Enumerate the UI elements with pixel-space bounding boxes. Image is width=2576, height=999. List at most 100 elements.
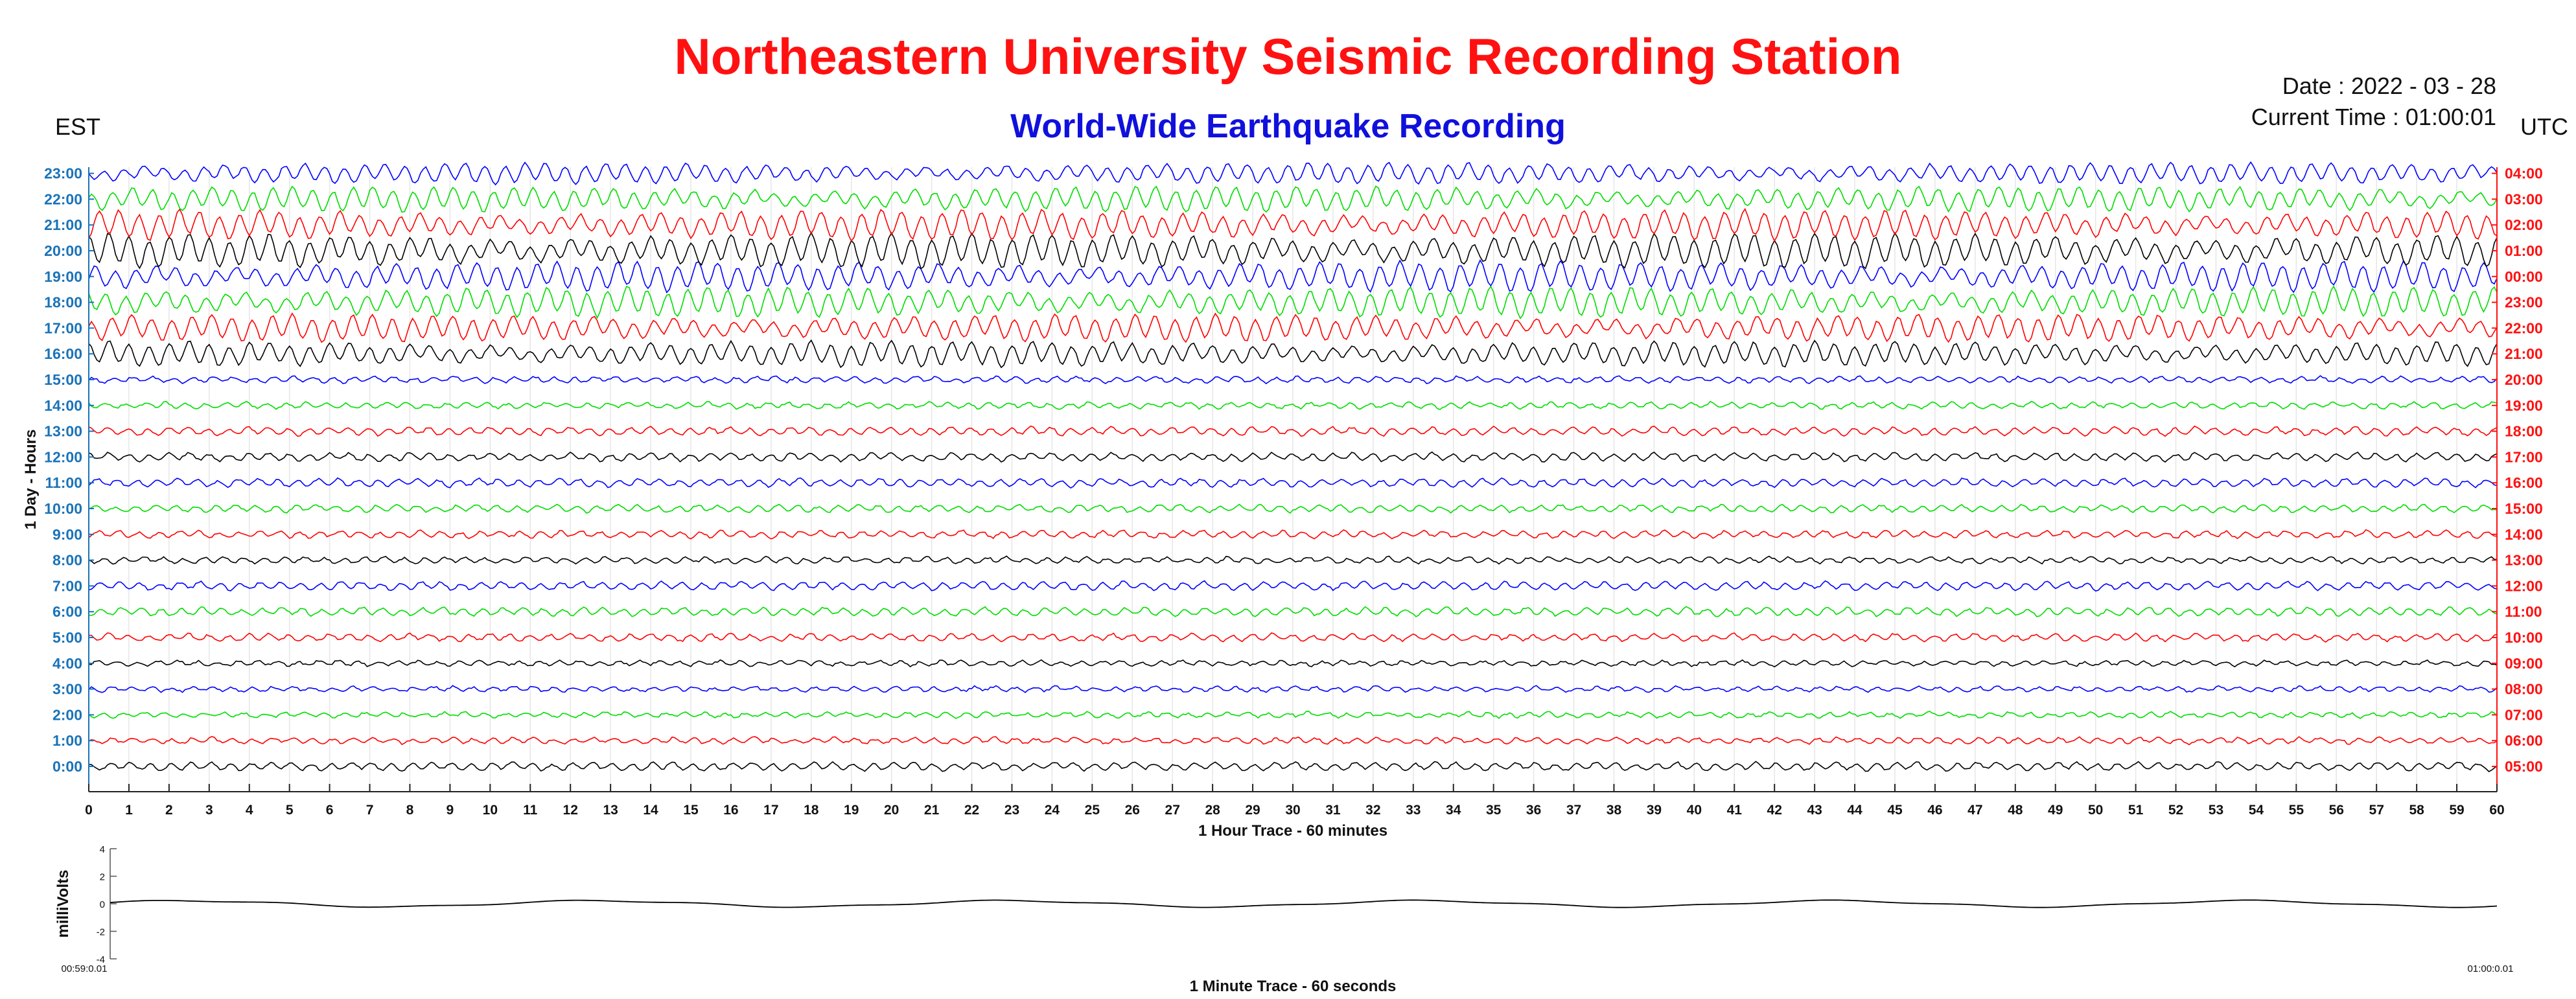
trace-line xyxy=(88,258,2498,294)
x-tick-label: 32 xyxy=(1365,803,1380,818)
utc-hour-label: 01:00 xyxy=(2505,242,2543,259)
est-hour-label: 22:00 xyxy=(44,190,82,207)
trace-line xyxy=(88,529,2498,540)
helicorder-traces xyxy=(88,161,2498,772)
page-title: Northeastern University Seismic Recordin… xyxy=(674,28,1902,85)
est-hour-labels: 0:00 1:00 2:00 3:00 4:00 5:00 6:00 7:00 8:00 9:00… xyxy=(44,165,94,775)
x-tick-label: 18 xyxy=(804,803,819,818)
x-tick-label: 30 xyxy=(1285,803,1300,818)
x-tick-label: 7 xyxy=(366,803,374,818)
x-tick-label: 46 xyxy=(1927,803,1942,818)
x-tick-label: 45 xyxy=(1887,803,1903,818)
utc-hour-label: 08:00 xyxy=(2505,681,2543,698)
utc-hour-label: 09:00 xyxy=(2505,655,2543,672)
x-tick-label: 44 xyxy=(1847,803,1862,818)
utc-hour-label: 16:00 xyxy=(2505,474,2543,491)
x-tick-label: 49 xyxy=(2048,803,2063,818)
est-hour-label: 12:00 xyxy=(44,448,82,465)
utc-hour-label: 18:00 xyxy=(2505,423,2543,440)
trace-line xyxy=(88,285,2498,319)
est-hour-label: 5:00 xyxy=(52,629,82,646)
utc-hour-label: 06:00 xyxy=(2505,732,2543,749)
minute-trace-y-axis-title: milliVolts xyxy=(54,870,72,938)
trace-line xyxy=(88,659,2498,668)
trace-line xyxy=(88,761,2498,772)
x-tick-label: 26 xyxy=(1125,803,1140,818)
x-tick-label: 57 xyxy=(2369,803,2384,818)
est-hour-label: 13:00 xyxy=(44,423,82,440)
x-tick-label: 12 xyxy=(563,803,578,818)
trace-line xyxy=(88,185,2498,213)
x-tick-label: 37 xyxy=(1566,803,1581,818)
x-tick-label: 22 xyxy=(964,803,979,818)
minute-trace-panel: 4 2 0 -2 -4 xyxy=(97,844,2498,965)
x-tick-label: 50 xyxy=(2088,803,2103,818)
est-hour-label: 4:00 xyxy=(52,655,82,672)
x-tick-label: 4 xyxy=(246,803,253,818)
helicorder-y-axis-title: 1 Day - Hours xyxy=(22,430,40,530)
est-hour-label: 8:00 xyxy=(52,552,82,569)
trace-line xyxy=(88,685,2498,693)
trace-line xyxy=(88,374,2498,385)
trace-line xyxy=(88,425,2498,437)
x-tick-label: 10 xyxy=(483,803,498,818)
x-tick-label: 1 xyxy=(125,803,133,818)
x-tick-label: 0 xyxy=(85,803,93,818)
est-hour-label: 7:00 xyxy=(52,577,82,594)
x-tick-label: 43 xyxy=(1807,803,1822,818)
est-hour-label: 11:00 xyxy=(45,474,82,491)
est-hour-label: 0:00 xyxy=(52,758,82,775)
utc-timezone-label: UTC xyxy=(2520,113,2568,140)
utc-hour-label: 02:00 xyxy=(2505,216,2543,233)
x-tick-label: 8 xyxy=(406,803,414,818)
utc-hour-label: 14:00 xyxy=(2505,526,2543,543)
utc-hour-label: 22:00 xyxy=(2505,319,2543,336)
est-timezone-label: EST xyxy=(55,113,101,140)
utc-hour-label: 20:00 xyxy=(2505,371,2543,388)
trace-line xyxy=(88,477,2498,489)
utc-hour-label: 07:00 xyxy=(2505,706,2543,723)
x-tick-label: 27 xyxy=(1165,803,1180,818)
minute-y-tick-label: 2 xyxy=(100,872,105,883)
utc-hour-label: 17:00 xyxy=(2505,448,2543,465)
est-hour-label: 3:00 xyxy=(52,681,82,698)
x-tick-label: 33 xyxy=(1406,803,1421,818)
est-hour-label: 6:00 xyxy=(52,603,82,620)
x-tick-label: 54 xyxy=(2249,803,2264,818)
x-tick-label: 5 xyxy=(286,803,294,818)
est-hour-label: 23:00 xyxy=(44,165,82,182)
x-tick-label: 59 xyxy=(2449,803,2464,818)
x-tick-label: 36 xyxy=(1526,803,1541,818)
x-tick-label: 38 xyxy=(1607,803,1622,818)
est-hour-label: 9:00 xyxy=(52,526,82,543)
x-tick-label: 42 xyxy=(1767,803,1782,818)
x-tick-label: 24 xyxy=(1045,803,1060,818)
est-hour-label: 18:00 xyxy=(44,294,82,311)
utc-hour-labels: 05:00 06:00 07:00 08:00 09:00 10:00 11:00 12:00… xyxy=(2492,165,2543,775)
x-tick-label: 58 xyxy=(2409,803,2424,818)
x-tick-label: 3 xyxy=(205,803,213,818)
x-tick-label: 60 xyxy=(2489,803,2504,818)
x-tick-label: 6 xyxy=(326,803,334,818)
x-tick-label: 29 xyxy=(1245,803,1260,818)
x-tick-label: 2 xyxy=(165,803,173,818)
trace-line xyxy=(88,503,2498,514)
utc-hour-label: 03:00 xyxy=(2505,190,2543,207)
utc-hour-label: 05:00 xyxy=(2505,758,2543,775)
x-tick-label: 35 xyxy=(1486,803,1502,818)
x-tick-label: 25 xyxy=(1085,803,1100,818)
minute-tick-labels: 0 1 2 3 4 5 6 7 8 9 10 11 12 13 14 15 16 17 18 19 20 21 22 23 24… xyxy=(85,784,2505,818)
x-tick-label: 20 xyxy=(884,803,899,818)
x-tick-label: 48 xyxy=(2008,803,2023,818)
est-hour-label: 16:00 xyxy=(44,345,82,362)
utc-hour-label: 21:00 xyxy=(2505,345,2543,362)
x-tick-label: 47 xyxy=(1967,803,1982,818)
x-tick-label: 14 xyxy=(643,803,658,818)
x-tick-label: 15 xyxy=(683,803,699,818)
minute-trace-x-axis-title: 1 Minute Trace - 60 seconds xyxy=(1190,978,1397,995)
minute-y-tick-label: -4 xyxy=(97,954,105,965)
utc-hour-label: 10:00 xyxy=(2505,629,2543,646)
utc-hour-label: 23:00 xyxy=(2505,294,2543,311)
utc-hour-label: 13:00 xyxy=(2505,552,2543,569)
